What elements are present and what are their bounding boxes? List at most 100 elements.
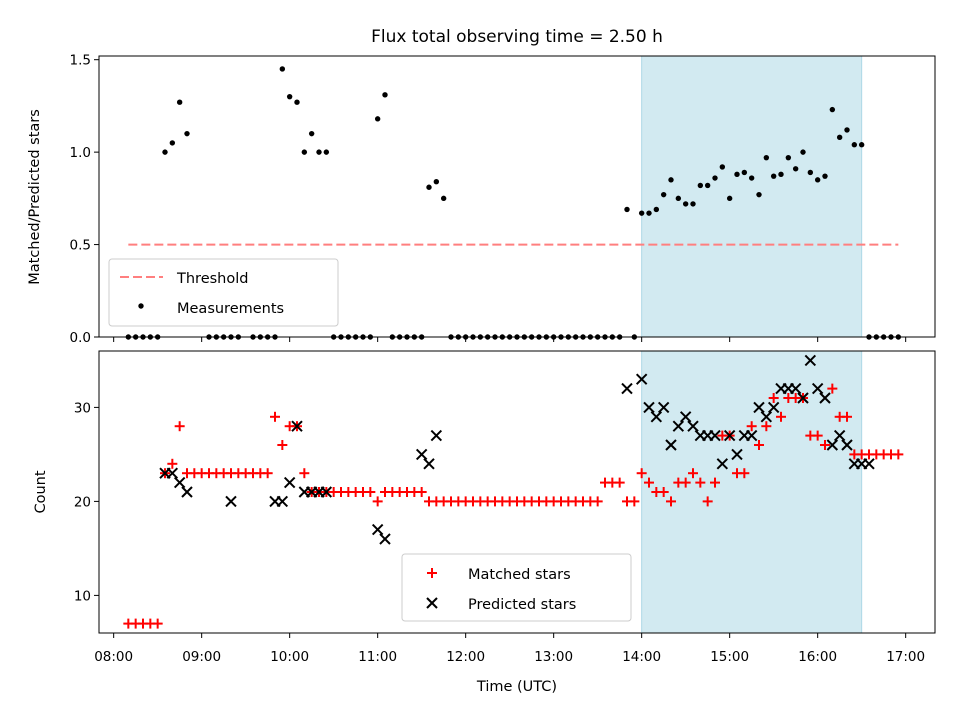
x-marker-b	[819, 392, 831, 404]
measurement-point	[646, 210, 652, 216]
matched-star-point	[710, 477, 720, 488]
predicted-star-point	[679, 411, 692, 423]
predicted-star-point	[672, 420, 685, 432]
bottom-legend: Matched stars Predicted stars	[401, 553, 632, 622]
measurement-point	[763, 154, 770, 161]
measurement-point	[286, 93, 293, 100]
x-marker-b	[789, 382, 802, 395]
predicted-star-point	[833, 429, 846, 442]
x-marker-b	[767, 401, 780, 414]
x-marker-b	[173, 476, 186, 489]
y-tick-label: 10	[74, 588, 91, 604]
predicted-star-point	[687, 420, 699, 432]
predicted-star-point	[423, 458, 435, 470]
matched-star-point	[658, 487, 669, 497]
measurement-point	[668, 177, 674, 183]
x-marker-b	[643, 401, 655, 414]
x-tick-label: 16:00	[798, 649, 837, 665]
x-marker-b	[804, 354, 817, 367]
measurement-point	[624, 206, 630, 213]
measurement-point	[169, 140, 176, 146]
x-marker-b	[716, 458, 729, 470]
bottom-x-ticks: 08:00 09:00 10:00 11:00 12:00 13:00 14:00 15:00…	[94, 633, 925, 665]
measurement-point	[741, 169, 748, 176]
predicted-star-point	[379, 533, 391, 545]
predicted-star-point	[863, 458, 875, 470]
measurement-point	[844, 127, 850, 133]
matched-star-point	[372, 496, 383, 507]
predicted-star-point	[811, 382, 824, 395]
bottom-legend-frame	[401, 553, 632, 622]
x-marker-b	[841, 439, 853, 451]
bottom-panel: 10 20 30 08:00 09:00 10:00 11:00 12:00 13:00 14:…	[33, 350, 936, 695]
matched-star-point	[680, 477, 691, 488]
measurement-point	[858, 142, 865, 148]
x-marker-b	[863, 458, 875, 470]
top-legend: Threshold Measurements	[108, 258, 339, 327]
y-tick-label: 1.5	[70, 53, 91, 69]
legend-measurements-label: Measurements	[177, 301, 284, 317]
measurement-point	[704, 182, 711, 189]
matched-star-point	[761, 421, 772, 432]
x-marker-b	[415, 448, 428, 461]
top-axes-frame	[98, 55, 936, 338]
x-axis-label: Time (UTC)	[476, 679, 557, 695]
measurement-point	[756, 191, 762, 198]
measurement-point	[294, 99, 300, 105]
matched-star-point	[754, 440, 764, 450]
predicted-star-point	[841, 439, 853, 451]
predicted-star-point	[826, 439, 839, 451]
predicted-star-point	[745, 429, 758, 442]
measurement-point	[792, 166, 799, 172]
matched-star-point	[842, 411, 852, 422]
x-marker-b	[650, 411, 663, 423]
x-marker-b	[760, 411, 773, 423]
predicted-star-point	[767, 401, 780, 414]
predicted-star-point	[789, 382, 802, 395]
legend-predicted-swatch	[426, 597, 438, 609]
measurement-point	[814, 177, 821, 183]
predicted-star-point	[709, 429, 721, 442]
matched-star-point	[893, 449, 904, 460]
measurement-point	[734, 171, 740, 178]
predicted-star-point	[797, 392, 809, 404]
predicted-star-point	[723, 429, 736, 442]
matched-star-point	[365, 487, 376, 497]
matched-star-point	[299, 468, 310, 479]
matched-star-point	[702, 496, 713, 507]
top-panel: 0.0 0.5 1.0 1.5 Matched/Predicted stars Thr…	[27, 53, 936, 346]
predicted-star-point	[819, 392, 831, 404]
matched-star-point	[592, 496, 603, 507]
matched-star-point	[614, 477, 625, 488]
measurement-point	[697, 182, 704, 189]
matched-star-point	[695, 477, 706, 488]
top-x-ticks	[113, 337, 907, 342]
x-marker-b	[665, 439, 677, 451]
y-tick-label: 1.0	[70, 145, 91, 161]
predicted-star-point	[276, 495, 289, 508]
x-tick-label: 17:00	[886, 649, 925, 665]
matched-star-point	[636, 468, 647, 479]
matched-star-point	[277, 440, 288, 450]
x-marker-b	[833, 429, 846, 442]
x-marker-b	[621, 382, 633, 395]
measurement-point	[719, 164, 726, 170]
measurement-point	[690, 201, 696, 207]
measurement-point	[426, 184, 432, 190]
bottom-y-ticks: 10 20 30	[74, 400, 99, 604]
measurement-point	[433, 179, 440, 185]
measurement-point	[301, 149, 308, 155]
matched-star-point	[820, 440, 830, 450]
x-marker-b	[430, 429, 443, 442]
measurement-point	[184, 130, 190, 137]
predicted-star-point	[430, 429, 443, 442]
measurement-point	[836, 134, 843, 141]
measurement-point	[822, 173, 828, 179]
measurement-point	[851, 142, 858, 148]
x-tick-label: 12:00	[446, 649, 485, 665]
measurement-point	[440, 195, 447, 202]
y-tick-label: 20	[74, 494, 91, 510]
x-marker-b	[745, 429, 758, 442]
